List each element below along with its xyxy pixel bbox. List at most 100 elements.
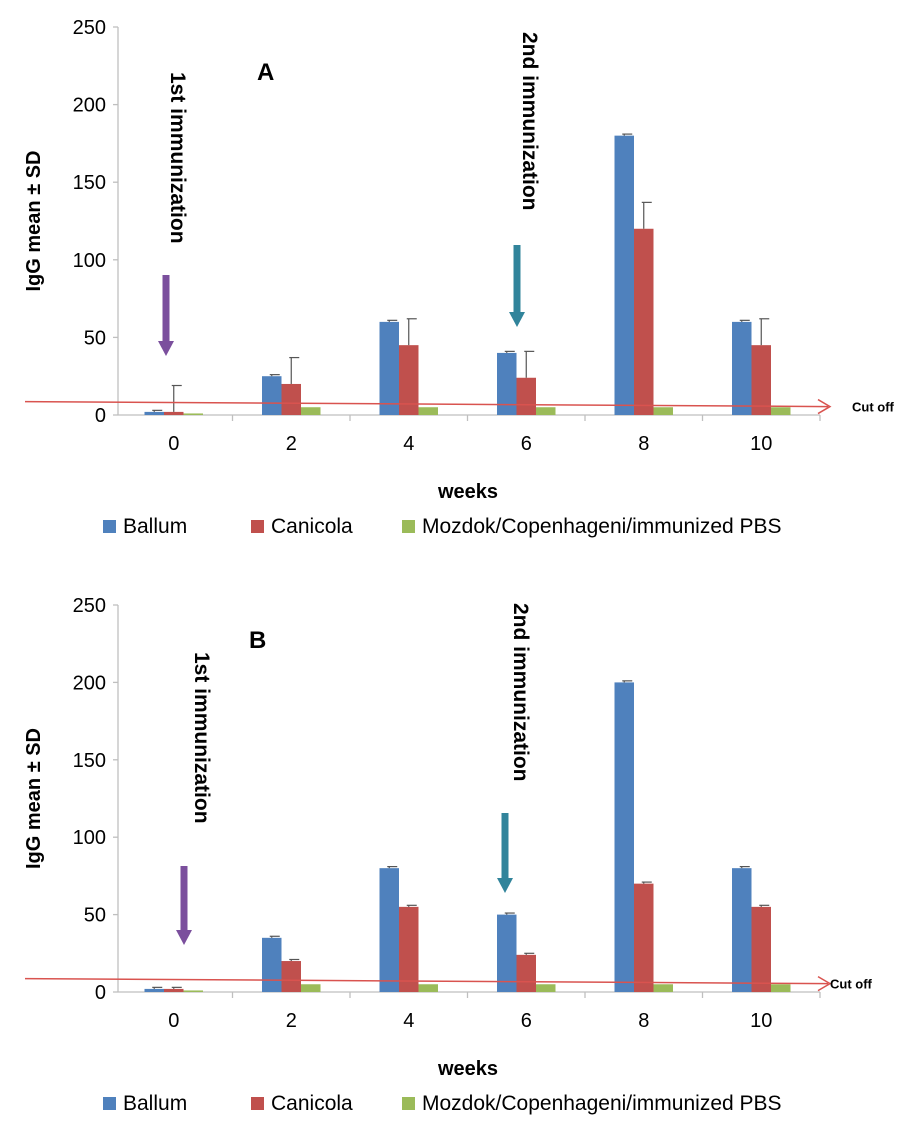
bar-ballum bbox=[144, 988, 164, 992]
annotation-arrow-head bbox=[509, 312, 525, 327]
legend-swatch-ballum bbox=[103, 1097, 116, 1110]
annotation-arrow-head bbox=[497, 878, 513, 893]
chart-panel-b: 0 50 100 150 200 250 0 2 4 6 8 10 Cut off B IgG mean ±… bbox=[23, 595, 873, 1115]
bar-canicola bbox=[164, 411, 184, 415]
legend-swatch-mozdok bbox=[402, 520, 415, 533]
y-tick-label: 0 bbox=[95, 405, 106, 427]
annotation-arrow-head bbox=[158, 341, 174, 356]
y-tick-label: 150 bbox=[73, 172, 106, 194]
bar-mozdok bbox=[183, 990, 203, 992]
bar-ballum bbox=[614, 682, 634, 992]
bar-ballum bbox=[262, 376, 282, 415]
bar-canicola bbox=[634, 228, 654, 415]
y-tick-label: 200 bbox=[73, 95, 106, 117]
x-tick-label: 0 bbox=[168, 1010, 179, 1032]
bar-canicola bbox=[399, 345, 419, 415]
y-tick-label: 150 bbox=[73, 750, 106, 772]
cutoff-arrowhead bbox=[817, 398, 832, 415]
y-axis-title: IgG mean ± SD bbox=[23, 728, 45, 869]
cutoff-line bbox=[24, 400, 829, 408]
cutoff-label: Cut off bbox=[830, 977, 873, 992]
y-tick-label: 100 bbox=[73, 250, 106, 272]
chart-panel-a: 0 50 100 150 200 250 0 2 4 6 8 10 Cut off A IgG mean ±… bbox=[23, 17, 895, 538]
annotation-label: 1st immunization bbox=[190, 652, 213, 824]
x-tick-label: 10 bbox=[750, 1010, 772, 1032]
annotation-arrow-head bbox=[176, 930, 192, 945]
bar-mozdok bbox=[536, 407, 556, 415]
y-tick-label: 50 bbox=[84, 327, 106, 349]
bar-mozdok bbox=[418, 984, 438, 992]
y-tick-label: 200 bbox=[73, 672, 106, 694]
legend-swatch-mozdok bbox=[402, 1097, 415, 1110]
bar-ballum bbox=[379, 321, 399, 415]
bar-canicola bbox=[164, 988, 184, 992]
y-tick-label: 0 bbox=[95, 982, 106, 1004]
bar-ballum bbox=[497, 914, 517, 992]
cutoff-arrowhead bbox=[817, 975, 832, 992]
bar-ballum bbox=[497, 352, 517, 415]
x-axis-title: weeks bbox=[437, 1058, 498, 1080]
y-tick-label: 100 bbox=[73, 827, 106, 849]
cutoff-line bbox=[24, 977, 829, 985]
bar-mozdok bbox=[301, 984, 321, 992]
bar-canicola bbox=[634, 883, 654, 992]
legend-label: Mozdok/Copenhageni/immunized PBS bbox=[422, 515, 782, 538]
bar-canicola bbox=[399, 906, 419, 992]
x-tick-label: 2 bbox=[286, 1010, 297, 1032]
x-tick-label: 4 bbox=[403, 1010, 414, 1032]
y-axis-title: IgG mean ± SD bbox=[23, 150, 45, 291]
y-tick-label: 250 bbox=[73, 595, 106, 617]
legend-swatch-canicola bbox=[251, 520, 264, 533]
annotation-label: 2nd immunization bbox=[509, 603, 532, 782]
panel-label: A bbox=[257, 59, 274, 86]
annotation-arrow-shaft bbox=[501, 813, 509, 879]
annotation-arrow-shaft bbox=[180, 866, 188, 931]
bar-mozdok bbox=[653, 984, 673, 992]
bar-canicola bbox=[516, 377, 536, 415]
x-tick-label: 8 bbox=[638, 1010, 649, 1032]
bar-mozdok bbox=[771, 407, 791, 415]
x-axis-title: weeks bbox=[437, 481, 498, 503]
bar-canicola bbox=[281, 961, 301, 992]
x-tick-label: 4 bbox=[403, 433, 414, 455]
legend-swatch-canicola bbox=[251, 1097, 264, 1110]
x-tick-label: 6 bbox=[521, 433, 532, 455]
bar-mozdok bbox=[771, 984, 791, 992]
x-tick-label: 10 bbox=[750, 433, 772, 455]
annotation-label: 1st immunization bbox=[166, 72, 189, 244]
legend-swatch-ballum bbox=[103, 520, 116, 533]
bar-ballum bbox=[732, 868, 752, 992]
x-tick-label: 8 bbox=[638, 433, 649, 455]
x-tick-label: 6 bbox=[521, 1010, 532, 1032]
x-tick-label: 2 bbox=[286, 433, 297, 455]
y-tick-label: 250 bbox=[73, 17, 106, 39]
bar-canicola bbox=[281, 383, 301, 415]
y-tick-label: 50 bbox=[84, 905, 106, 927]
bar-ballum bbox=[732, 321, 752, 415]
bar-mozdok bbox=[418, 407, 438, 415]
annotation-arrow-shaft bbox=[162, 275, 170, 342]
bar-ballum bbox=[262, 937, 282, 992]
bar-mozdok bbox=[183, 413, 203, 415]
bar-canicola bbox=[516, 954, 536, 992]
bar-mozdok bbox=[301, 407, 321, 415]
bar-canicola bbox=[751, 345, 771, 415]
bar-ballum bbox=[144, 411, 164, 415]
legend-label: Mozdok/Copenhageni/immunized PBS bbox=[422, 1092, 782, 1115]
legend-label: Canicola bbox=[271, 1092, 353, 1115]
cutoff-label: Cut off bbox=[852, 400, 895, 415]
bar-mozdok bbox=[536, 984, 556, 992]
bar-canicola bbox=[751, 906, 771, 992]
annotation-arrow-shaft bbox=[513, 245, 521, 313]
bar-ballum bbox=[379, 868, 399, 992]
bar-mozdok bbox=[653, 407, 673, 415]
legend-label: Canicola bbox=[271, 515, 353, 538]
x-tick-label: 0 bbox=[168, 433, 179, 455]
bar-ballum bbox=[614, 135, 634, 415]
legend-label: Ballum bbox=[123, 1092, 187, 1115]
annotation-label: 2nd immunization bbox=[518, 32, 541, 211]
panel-label: B bbox=[249, 627, 266, 654]
legend-label: Ballum bbox=[123, 515, 187, 538]
